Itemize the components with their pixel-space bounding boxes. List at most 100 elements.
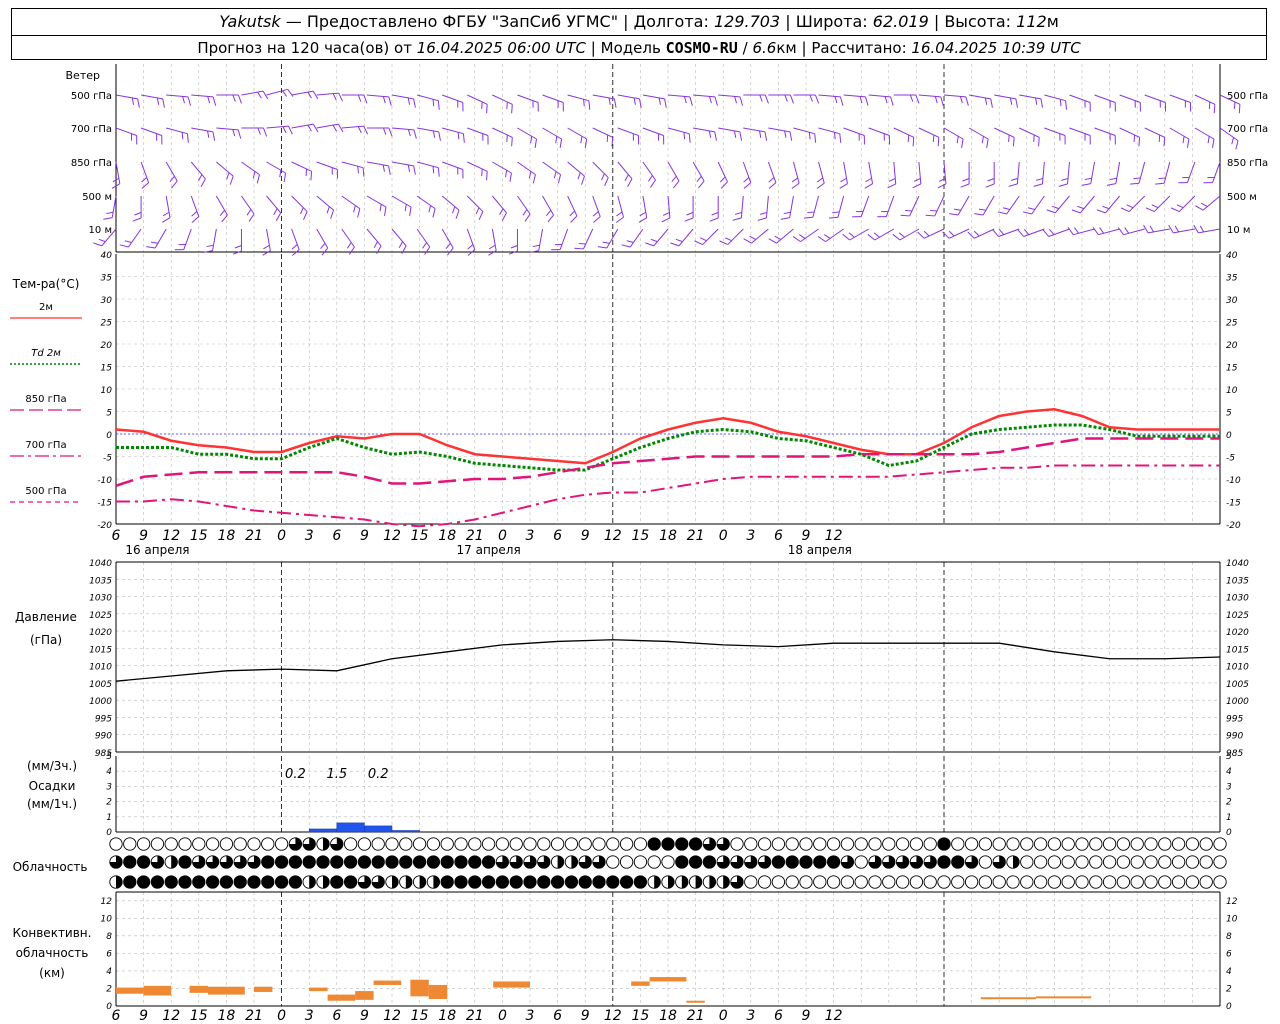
wind-barb-feather: [867, 233, 876, 241]
cloud-symbol: [1144, 875, 1158, 889]
precip-total-label: 0.2: [368, 767, 389, 782]
precip-tick-label: 2: [106, 798, 112, 808]
cloud-symbol-fill: [137, 875, 150, 889]
wind-barb-feather: [709, 96, 712, 104]
cloud-symbol-circle: [468, 837, 482, 851]
time-axis-top-tick-label: 9: [139, 528, 148, 544]
wind-barb: [466, 195, 484, 212]
time-axis-bottom-tick-label: 18: [438, 1008, 456, 1024]
wind-barb-feather: [675, 238, 683, 243]
wind-barb: [1044, 94, 1066, 102]
temperature-legend-label: Td 2м: [31, 348, 61, 359]
cloud-symbol-fill: [220, 855, 233, 869]
cloud-symbol: [454, 855, 468, 869]
wind-barb-feather: [792, 236, 801, 243]
separator: |: [590, 39, 596, 57]
cloud-symbol: [1061, 875, 1075, 889]
cloud-symbol-circle: [633, 855, 648, 869]
cloud-symbol: [1102, 875, 1117, 889]
pressure-tick-label: 990: [95, 732, 112, 742]
cloud-symbol: [426, 875, 441, 889]
cloud-symbol-fill: [433, 875, 440, 889]
wind-barb-feather: [481, 168, 483, 176]
cloud-symbol-fill: [675, 837, 688, 851]
cloud-symbol: [1020, 837, 1034, 851]
wind-barb-feather: [938, 177, 946, 182]
wind-barb: [212, 228, 217, 251]
precip-tick-label: 3: [106, 782, 112, 792]
cloud-symbol-circle: [1102, 837, 1117, 851]
wind-barb: [592, 161, 609, 178]
wind-barb-feather: [784, 94, 788, 102]
cloud-symbol: [909, 875, 924, 889]
wind-barb-feather: [524, 213, 531, 222]
wind-barb: [1119, 94, 1141, 103]
wind-barb: [442, 127, 464, 135]
temperature-tick-label: 30: [1226, 296, 1238, 306]
wind-barb: [934, 195, 945, 217]
wind-barb: [241, 195, 255, 215]
wind-barb: [191, 94, 214, 98]
cloud-symbol: [1199, 875, 1213, 889]
wind-barb-feather: [98, 238, 106, 243]
cloud-symbol: [1185, 855, 1200, 869]
wind-barb-feather: [764, 131, 768, 141]
wind-barb: [617, 127, 639, 136]
wind-barb-feather: [865, 177, 872, 183]
wind-barb-feather: [1017, 229, 1025, 237]
wind-barb-feather: [187, 96, 192, 106]
wind-barb: [567, 195, 578, 217]
wind-barb: [743, 127, 766, 133]
cloud-symbol: [868, 875, 882, 889]
cloud-symbol-fill: [551, 875, 564, 889]
convective-cloud-bar: [143, 985, 172, 996]
cloud-symbol-circle: [1130, 875, 1144, 889]
time-axis-top-tick-label: 15: [190, 528, 208, 544]
wind-barb-feather: [181, 132, 184, 140]
wind-barb-feather: [739, 96, 744, 106]
cloud-symbol: [1075, 837, 1089, 851]
wind-barb-feather: [743, 177, 750, 183]
wind-barb-feather: [182, 96, 186, 104]
cloud-symbol: [274, 875, 289, 889]
cloud-symbol: [1075, 855, 1089, 869]
cloud-symbol-circle: [1006, 875, 1020, 889]
time-axis-top-tick-label: 18: [438, 528, 456, 544]
temperature-series-line: [116, 464, 1220, 528]
wind-barb-feather: [432, 208, 436, 218]
cloud-symbol: [357, 837, 372, 851]
wind-barb: [642, 94, 665, 100]
wind-barb-feather: [363, 94, 368, 104]
wind-barb-feather: [445, 242, 451, 250]
wind-barb: [316, 92, 339, 96]
cloud-symbol-fill: [813, 855, 826, 869]
cloud-symbol: [1213, 837, 1227, 851]
pressure-tick-label: 990: [1226, 732, 1243, 742]
cloud-symbol-circle: [840, 837, 855, 851]
wind-barb-feather: [892, 233, 901, 241]
cloud-symbol-circle: [937, 875, 951, 889]
wind-barb-feather: [613, 98, 617, 108]
cloud-symbol: [440, 875, 454, 889]
convective-cloud-bar: [309, 987, 328, 992]
cloud-symbol-circle: [964, 837, 979, 851]
cloud-symbol: [978, 837, 993, 851]
wind-barb: [467, 127, 489, 136]
cloud-symbol-circle: [123, 837, 137, 851]
cloud-symbol-circle: [799, 875, 813, 889]
cloud-symbol-fill: [510, 875, 523, 889]
cloud-symbol: [550, 875, 565, 889]
separator: |: [801, 39, 807, 57]
convective-tick-label: 2: [106, 984, 112, 994]
wind-barb: [141, 94, 163, 100]
wind-barb: [341, 228, 355, 248]
cloud-symbol-fill: [165, 875, 178, 889]
cloud-symbol: [813, 855, 827, 869]
cloud-symbol: [1130, 875, 1144, 889]
wind-barb: [567, 94, 590, 102]
cloud-symbol-fill: [571, 855, 578, 869]
cloud-symbol-fill: [109, 855, 123, 869]
cloud-symbol-circle: [785, 875, 799, 889]
wind-barb-feather: [834, 96, 838, 104]
wind-barb: [517, 195, 531, 215]
